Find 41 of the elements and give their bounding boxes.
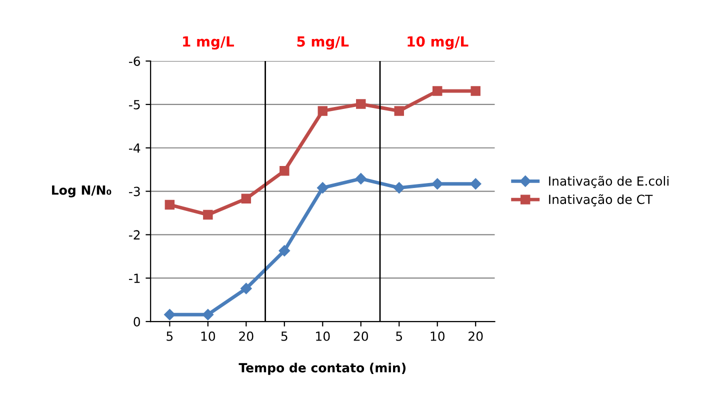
point <box>241 194 252 204</box>
text: 10 mg/L <box>408 36 468 50</box>
point <box>355 173 366 184</box>
point <box>432 86 442 96</box>
legend-label: Inativação de E.coli <box>549 176 668 188</box>
x-tick-label: 5 <box>396 332 402 341</box>
y-axis-title: Log N/N₀ <box>52 186 112 198</box>
point <box>394 106 404 116</box>
point <box>240 282 252 294</box>
y-tick-label: -6 <box>128 56 140 66</box>
point <box>317 182 328 194</box>
x-tick-label: 10 <box>430 331 444 341</box>
x-tick-label: 10 <box>316 331 330 341</box>
y-tick-label: -5 <box>128 100 140 110</box>
y-tick-label: -1 <box>128 274 140 283</box>
point <box>432 178 443 190</box>
y-tick-label: -4 <box>128 144 140 153</box>
point <box>164 308 176 320</box>
point <box>202 308 214 320</box>
point <box>470 178 482 190</box>
y-tick-label: -2 <box>128 230 140 240</box>
point <box>470 86 480 96</box>
point <box>164 200 175 210</box>
x-tick-label: 5 <box>166 332 173 341</box>
point <box>203 210 213 220</box>
x-axis-title: Tempo de contato (min) <box>238 362 406 375</box>
x-tick-label: 20 <box>354 331 368 341</box>
text: 1 mg/L <box>183 36 234 50</box>
legend-label: Inativação de CT <box>549 194 653 206</box>
point <box>280 166 290 176</box>
x-tick-label: 20 <box>468 331 483 341</box>
x-tick-label: 5 <box>281 332 288 341</box>
point <box>278 245 290 256</box>
point <box>318 106 328 116</box>
y-tick-label: 0 <box>134 317 140 326</box>
x-tick-label: 10 <box>201 331 216 341</box>
x-tick-label: 20 <box>239 331 254 341</box>
point <box>356 99 366 109</box>
y-tick-label: -3 <box>128 186 140 196</box>
text: 5 mg/L <box>297 36 349 50</box>
point <box>394 182 405 194</box>
